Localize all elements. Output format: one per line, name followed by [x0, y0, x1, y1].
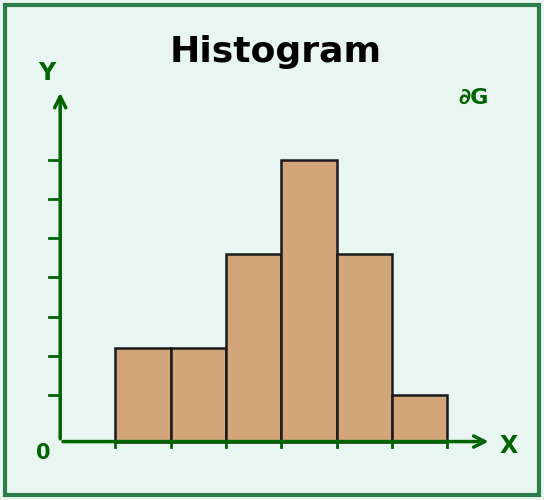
Text: X: X — [500, 434, 518, 458]
Text: 0: 0 — [36, 442, 51, 462]
Bar — [281, 160, 337, 442]
Bar — [226, 254, 281, 442]
Bar — [171, 348, 226, 442]
Title: Histogram: Histogram — [170, 35, 382, 69]
Text: Y: Y — [38, 62, 55, 86]
Bar — [337, 254, 392, 442]
Bar — [392, 394, 447, 442]
Bar — [115, 348, 171, 442]
Text: ∂G: ∂G — [459, 88, 489, 108]
